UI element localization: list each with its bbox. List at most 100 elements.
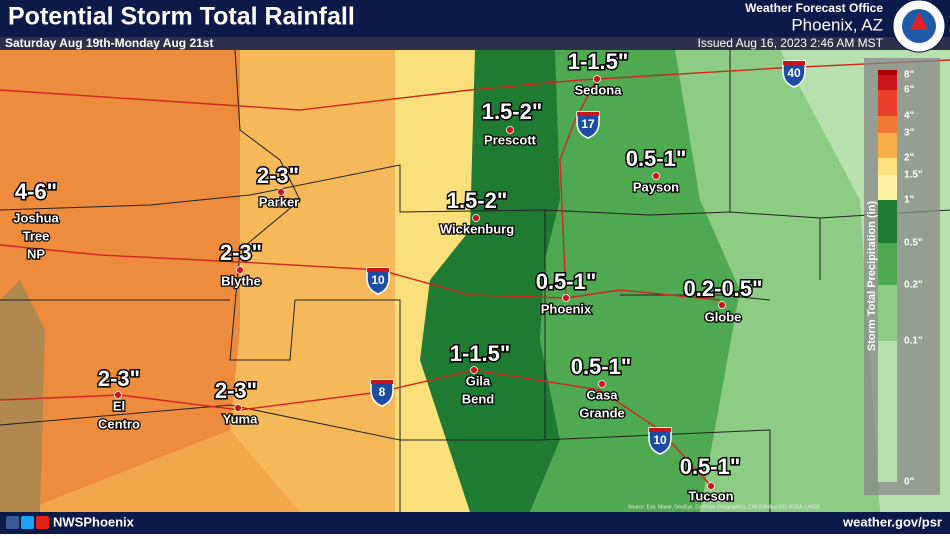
rain-amount: 0.5-1" [571,354,632,379]
roads [0,59,950,487]
legend-swatch [878,175,897,200]
places: 1-1.5" Sedona 1.5-2" Prescott 0.5-1" Payson 2-… [12,47,764,504]
terrain [0,280,45,512]
place-name: Bend [462,391,495,406]
legend-label: 1.5" [904,170,923,181]
legend-swatch [878,285,897,341]
boundary [229,49,401,512]
place-name: Casa [586,387,618,402]
place-dot [277,188,285,196]
shield [370,379,394,407]
place-name: Centro [98,416,140,431]
place-name: Tree [23,228,50,243]
rain-amount: 0.2-0.5" [684,276,763,301]
rain-amount: 1-1.5" [568,49,629,74]
rain-amount: 2-3" [220,240,262,265]
legend-title: Storm Total Precipitation (in) [866,201,878,351]
legend-swatch [878,243,897,285]
road [0,59,950,111]
legend-swatch [878,133,897,158]
rain-amount: 4-6" [15,179,57,204]
rain-amount: 0.5-1" [680,454,741,479]
place-name: Sedona [575,82,623,97]
place-dot [562,294,570,302]
legend-label: 4" [904,111,915,122]
boundaries [0,49,950,512]
place-name: Grande [579,405,625,420]
place-name: Joshua [13,210,59,225]
place-dot [707,482,715,490]
legend-label: 2" [904,153,915,164]
place-dot [598,380,606,388]
road [0,244,721,301]
rain-zone [395,50,480,512]
facebook-icon[interactable] [6,516,19,529]
shield-top [577,112,599,116]
rain-amount: 0.5-1" [536,269,597,294]
legend-label: 0" [904,477,915,488]
place-dot [236,266,244,274]
header-sub-bar [0,37,950,50]
place-dot [593,75,601,83]
rain-amount: 0.5-1" [626,146,687,171]
place-name: Blythe [221,273,261,288]
office: Weather Forecast Office [745,1,883,15]
rain-zone [0,50,250,520]
legend-swatch [878,200,897,243]
place-dot [470,366,478,374]
source: Source: Esri, Maxar, GeoEye, Earthstar G… [628,504,820,510]
shield-number: 8 [379,385,386,399]
shield-top [371,380,393,384]
highway-shields: 40 17 10 10 8 [366,60,806,455]
legend-label: 1" [904,195,915,206]
legend-swatch [878,158,897,175]
place-dot [114,391,122,399]
shield-top [367,268,389,272]
legend-label: 3" [904,128,915,139]
place-dot [506,126,514,134]
place-dot [234,404,242,412]
rain-amount: 1.5-2" [482,99,543,124]
shield-number: 40 [787,66,801,80]
shield [648,427,672,455]
footer-bar [0,512,950,534]
legend-swatch [878,116,897,133]
legend-label: 0.1" [904,336,923,347]
rain-amount: 1-1.5" [450,341,511,366]
legend-panel [864,58,940,495]
legend-label: 0.5" [904,238,923,249]
legend-label: 8" [904,70,915,81]
youtube-icon[interactable] [36,516,49,529]
shield-number: 17 [581,117,595,131]
location: Phoenix, AZ [791,15,883,34]
social-handle[interactable]: NWSPhoenix [53,514,135,529]
website[interactable]: weather.gov/psr [842,514,942,529]
subtitle: Saturday Aug 19th-Monday Aug 21st [5,36,213,50]
social-icons [6,516,49,529]
shield-number: 10 [371,273,385,287]
place-name: NP [27,246,45,261]
issued: Issued Aug 16, 2023 2:46 AM MST [698,36,884,50]
rain-zone [420,50,560,512]
rain-zone [230,50,400,512]
shield [366,267,390,295]
twitter-icon[interactable] [21,516,34,529]
nws-logo [892,0,946,53]
shield-top [649,428,671,432]
shield-top [783,61,805,65]
road [0,369,712,487]
place-name: Payson [633,179,679,194]
place-name: Gila [466,373,491,388]
legend-swatch [878,70,897,75]
road [559,78,598,299]
legend-swatch [878,75,897,90]
rain-amount: 1.5-2" [447,188,508,213]
place-dot [652,172,660,180]
shield-number: 10 [653,433,667,447]
legend-swatch [878,341,897,482]
place-name: El [113,398,125,413]
place-name: Yuma [223,411,258,426]
place-name: Globe [705,309,742,324]
legend-label: 0.2" [904,280,923,291]
